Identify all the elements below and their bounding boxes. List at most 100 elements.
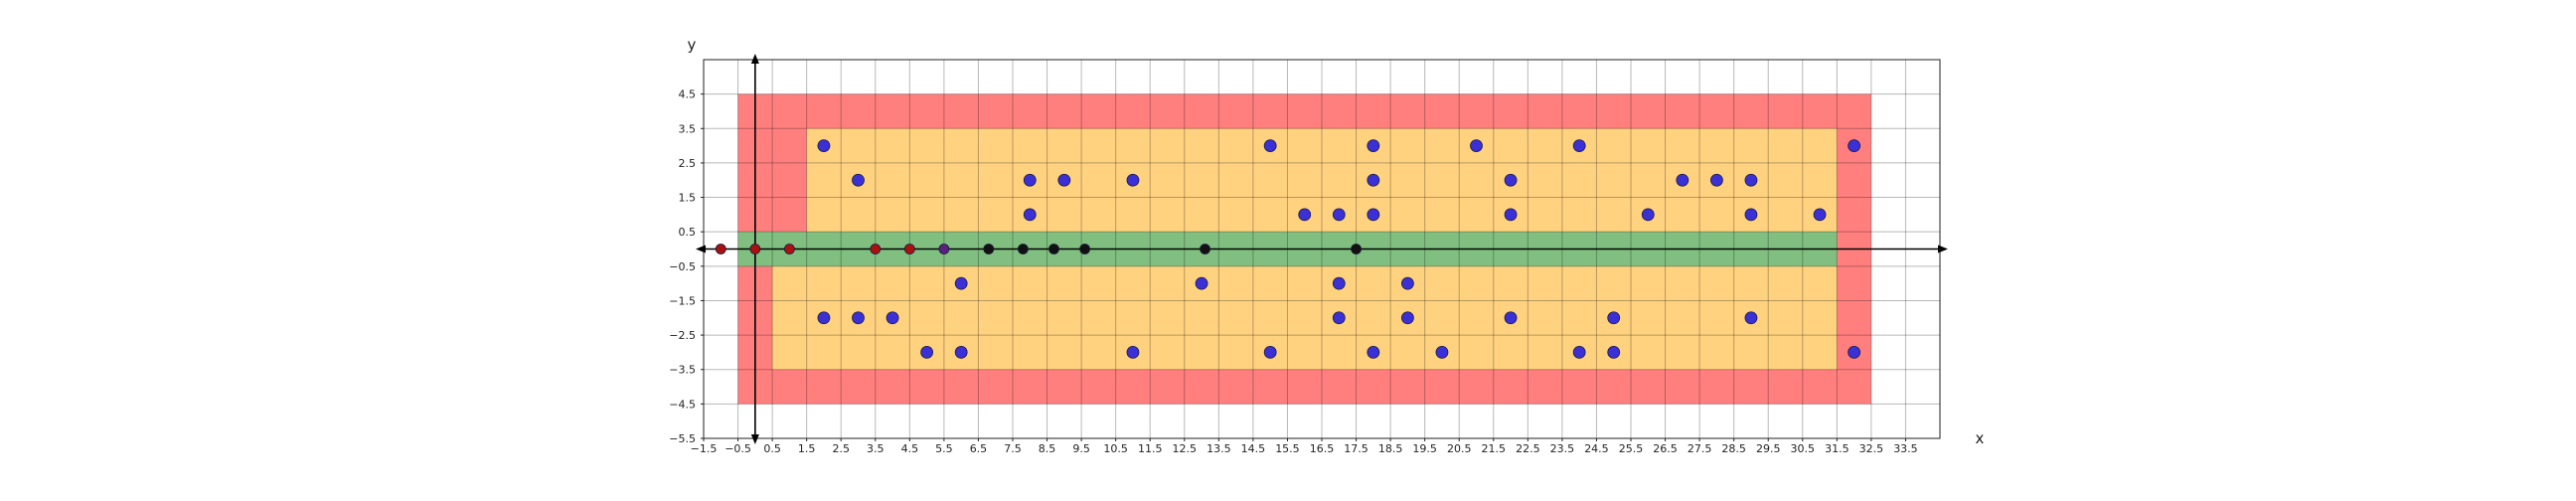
x-tick-label: 24.5 — [1584, 442, 1609, 455]
data-point — [1057, 173, 1071, 187]
y-tick-label: −1.5 — [669, 294, 696, 307]
data-point — [886, 311, 899, 325]
y-tick-label: −4.5 — [669, 398, 696, 411]
y-axis-arrow-up — [750, 54, 759, 64]
data-point — [817, 311, 831, 325]
x-tick-label: 30.5 — [1791, 442, 1816, 455]
x-axis-arrow-left — [696, 245, 706, 253]
data-point — [1572, 346, 1586, 359]
y-tick-label: −2.5 — [669, 329, 696, 342]
x-tick-label: 0.5 — [763, 442, 781, 455]
y-tick-label: 4.5 — [679, 88, 697, 101]
x-tick-label: 14.5 — [1241, 442, 1266, 455]
x-tick-label: 31.5 — [1825, 442, 1850, 455]
y-tick-label: −0.5 — [669, 260, 696, 273]
x-tick-label: 29.5 — [1756, 442, 1781, 455]
data-point — [954, 346, 968, 359]
data-point — [1367, 139, 1380, 152]
data-point — [1079, 244, 1090, 254]
data-point — [1126, 346, 1140, 359]
data-point — [1744, 311, 1758, 325]
data-point — [1195, 276, 1208, 290]
data-point — [983, 244, 995, 254]
x-tick-label: 4.5 — [901, 442, 919, 455]
x-tick-label: 15.5 — [1275, 442, 1300, 455]
x-tick-label: 11.5 — [1138, 442, 1163, 455]
data-point — [749, 244, 761, 254]
data-point — [1263, 139, 1277, 152]
data-point — [1367, 208, 1380, 222]
data-point — [1709, 173, 1723, 187]
x-tick-label: 7.5 — [1004, 442, 1022, 455]
x-tick-label: 33.5 — [1893, 442, 1918, 455]
x-tick-label: 18.5 — [1378, 442, 1403, 455]
y-tick-label: −5.5 — [669, 432, 696, 445]
y-tick-label: 0.5 — [679, 226, 697, 239]
y-tick-label: 2.5 — [679, 157, 697, 170]
data-point — [1400, 276, 1414, 290]
x-tick-label: 19.5 — [1412, 442, 1437, 455]
data-point — [1332, 311, 1346, 325]
data-point — [1200, 244, 1210, 254]
data-point — [1351, 244, 1362, 254]
data-point — [870, 244, 882, 254]
x-tick-label: 8.5 — [1039, 442, 1056, 455]
data-point — [1848, 139, 1861, 152]
x-tick-label: 17.5 — [1344, 442, 1368, 455]
data-point — [1332, 208, 1346, 222]
data-point — [1848, 346, 1861, 359]
data-point — [1572, 139, 1586, 152]
data-point — [1367, 346, 1380, 359]
x-tick-label: 5.5 — [935, 442, 953, 455]
data-point — [1048, 244, 1059, 254]
x-tick-label: 28.5 — [1721, 442, 1746, 455]
data-point — [1607, 346, 1621, 359]
x-tick-label: −1.5 — [691, 442, 718, 455]
data-point — [1023, 208, 1037, 222]
data-point — [1263, 346, 1277, 359]
data-point — [1332, 276, 1346, 290]
data-point — [1504, 311, 1518, 325]
data-point — [954, 276, 968, 290]
data-point — [1367, 173, 1380, 187]
data-point — [1504, 208, 1518, 222]
x-tick-label: 12.5 — [1173, 442, 1198, 455]
x-tick-label: 32.5 — [1859, 442, 1884, 455]
x-tick-label: 13.5 — [1207, 442, 1231, 455]
x-tick-label: 21.5 — [1482, 442, 1507, 455]
data-point — [1607, 311, 1621, 325]
data-point — [852, 311, 865, 325]
data-point — [938, 244, 950, 254]
y-tick-label: 1.5 — [679, 192, 697, 205]
data-point — [1813, 208, 1827, 222]
x-tick-label: 9.5 — [1072, 442, 1090, 455]
y-axis-arrow-down — [750, 434, 759, 444]
x-tick-label: 23.5 — [1550, 442, 1575, 455]
x-tick-label: 6.5 — [970, 442, 988, 455]
data-point — [1298, 208, 1312, 222]
x-tick-label: 1.5 — [798, 442, 816, 455]
x-tick-label: 2.5 — [832, 442, 850, 455]
y-tick-label: 3.5 — [679, 122, 697, 135]
x-axis-arrow-right — [1938, 245, 1948, 253]
x-tick-label: 26.5 — [1653, 442, 1678, 455]
data-point — [1504, 173, 1518, 187]
x-tick-label: 10.5 — [1103, 442, 1128, 455]
points — [715, 139, 1861, 359]
data-point — [1744, 208, 1758, 222]
data-point — [1470, 139, 1483, 152]
x-tick-label: −0.5 — [724, 442, 751, 455]
data-point — [1023, 173, 1037, 187]
data-point — [715, 244, 726, 254]
x-tick-label: 22.5 — [1516, 442, 1540, 455]
y-axis-label: y — [688, 36, 697, 54]
y-tick-label: −3.5 — [669, 364, 696, 377]
data-point — [1126, 173, 1140, 187]
data-point — [817, 139, 831, 152]
data-point — [1400, 311, 1414, 325]
x-tick-label: 20.5 — [1447, 442, 1472, 455]
x-tick-label: 25.5 — [1619, 442, 1644, 455]
data-point — [1641, 208, 1655, 222]
data-point — [783, 244, 795, 254]
data-point — [920, 346, 934, 359]
